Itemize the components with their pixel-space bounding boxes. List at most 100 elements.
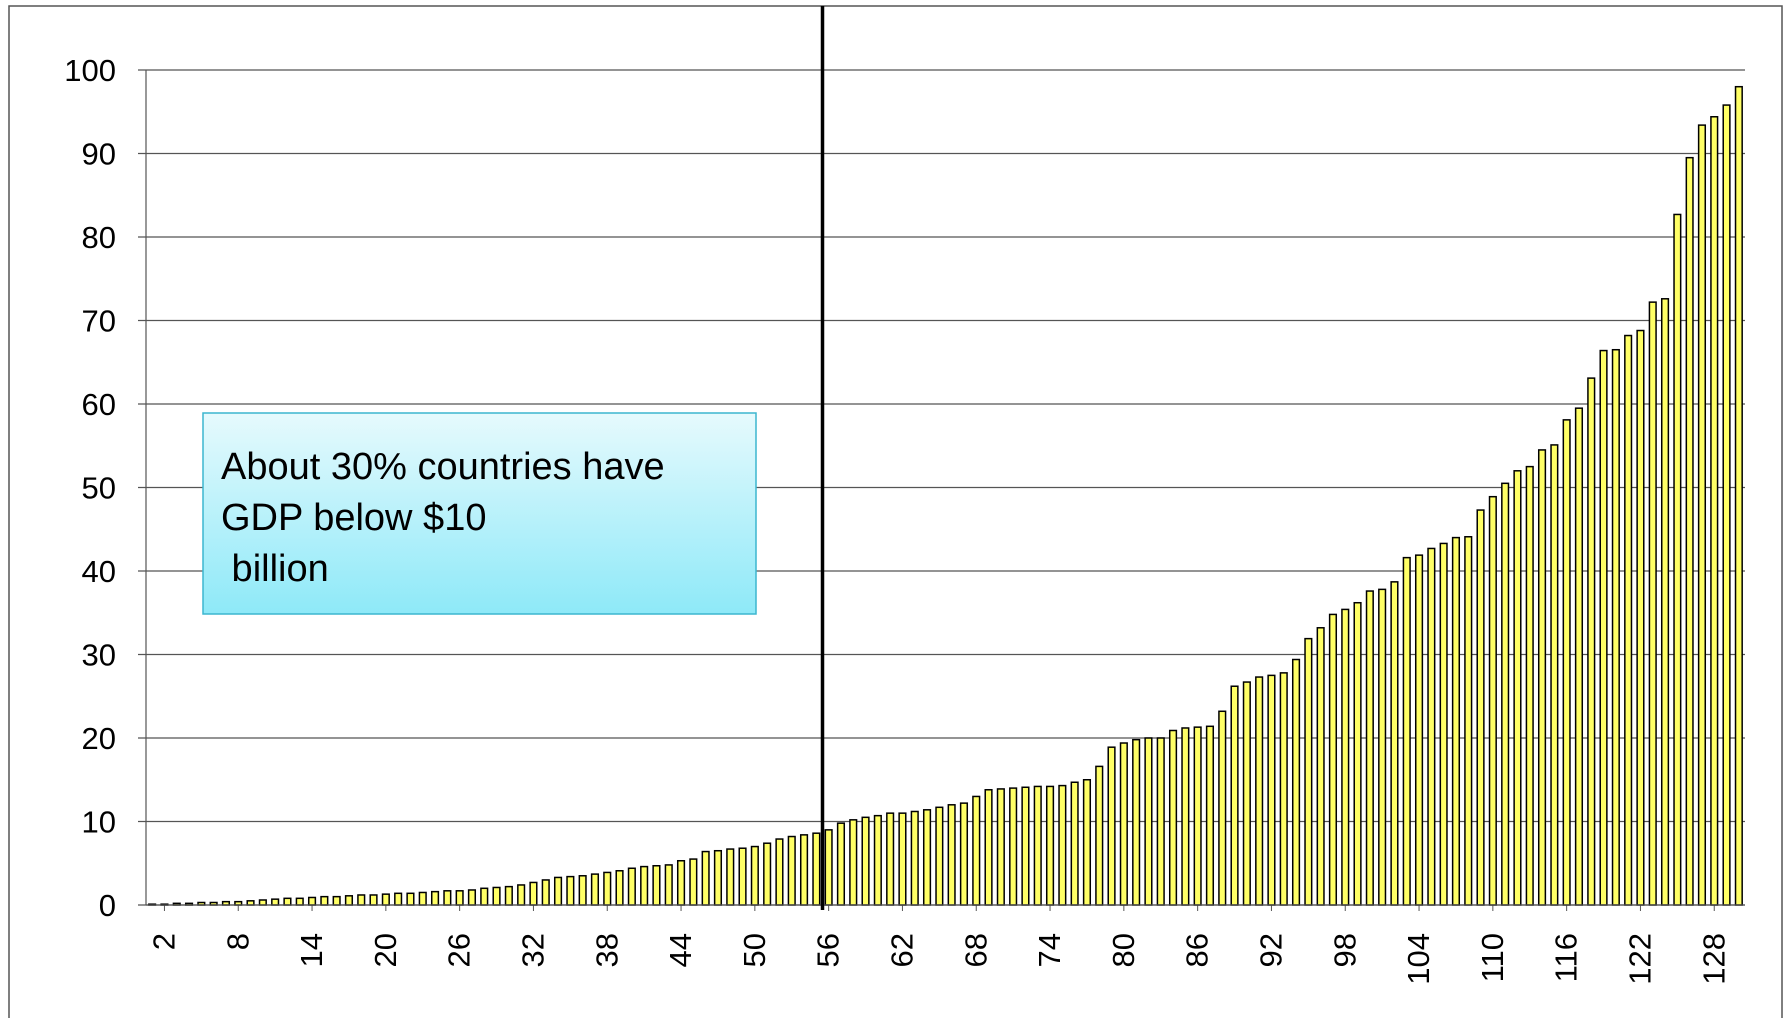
bar — [1697, 124, 1707, 906]
bar — [430, 890, 440, 906]
bar — [307, 896, 317, 906]
bar — [283, 897, 292, 906]
bar — [984, 789, 993, 906]
bar — [443, 890, 452, 906]
bar — [1132, 738, 1141, 906]
bar — [1242, 681, 1251, 906]
bar — [1673, 213, 1682, 906]
bar — [357, 894, 366, 906]
bar — [898, 812, 907, 906]
x-tick-label: 80 — [1106, 933, 1141, 967]
bar — [1193, 726, 1202, 906]
bar — [1562, 419, 1571, 906]
y-tick-label: 80 — [82, 220, 116, 255]
bar — [369, 894, 378, 906]
bar — [689, 858, 698, 906]
bar — [713, 849, 723, 906]
x-tick-label: 68 — [958, 933, 993, 967]
y-tick-label: 0 — [99, 888, 116, 923]
bar — [1513, 470, 1522, 906]
bar — [1378, 588, 1387, 906]
x-tick-label: 110 — [1475, 933, 1510, 982]
bar — [1574, 407, 1584, 906]
x-tick-label: 26 — [442, 933, 477, 967]
bar — [861, 816, 870, 906]
bar — [1070, 781, 1079, 906]
bar — [1156, 737, 1165, 906]
bar — [1624, 334, 1633, 906]
bar — [1710, 116, 1719, 906]
y-tick-label: 10 — [82, 805, 116, 840]
bar — [1636, 329, 1645, 906]
x-tick-label: 62 — [884, 933, 919, 967]
annotation-text: GDP below $10 — [221, 497, 486, 539]
bar — [627, 867, 636, 906]
bar — [1427, 547, 1436, 906]
y-tick-label: 40 — [82, 554, 116, 589]
x-tick-label: 104 — [1401, 933, 1436, 985]
bar — [332, 895, 341, 906]
annotation-text: billion — [221, 548, 329, 590]
y-tick-label: 20 — [82, 721, 116, 756]
bar — [467, 889, 477, 906]
bar — [492, 886, 501, 906]
bar — [320, 895, 329, 906]
bar — [763, 842, 772, 906]
y-tick-label: 60 — [82, 387, 116, 422]
bar — [972, 795, 981, 906]
bar — [590, 873, 600, 906]
bar — [1476, 509, 1485, 906]
bar — [750, 845, 759, 906]
bar — [455, 890, 464, 906]
bar — [1279, 672, 1288, 906]
bar — [1451, 536, 1461, 906]
x-tick-label: 116 — [1549, 933, 1584, 982]
x-tick-label: 50 — [737, 933, 772, 967]
bar — [578, 875, 587, 906]
x-tick-label: 2 — [146, 933, 181, 950]
x-tick-label: 98 — [1327, 933, 1362, 967]
bar — [553, 876, 563, 906]
bar — [394, 892, 403, 906]
bar — [603, 871, 612, 906]
x-tick-label: 86 — [1180, 933, 1215, 967]
bar — [504, 885, 513, 906]
bar — [935, 806, 944, 906]
bar — [1144, 737, 1153, 906]
bar — [873, 814, 882, 906]
y-tick-label: 90 — [82, 137, 116, 172]
bar — [1082, 779, 1092, 906]
bar — [381, 893, 390, 906]
bar — [1045, 785, 1055, 906]
bar — [1255, 676, 1264, 906]
bar — [1587, 377, 1596, 906]
bar — [418, 891, 427, 906]
bar — [922, 809, 932, 906]
bar — [1009, 787, 1018, 906]
y-tick-label: 100 — [64, 53, 116, 88]
bar — [1611, 348, 1620, 906]
bar — [959, 802, 969, 906]
bar — [1316, 627, 1325, 906]
bar — [1365, 590, 1374, 906]
bar — [1107, 746, 1116, 906]
bar — [1599, 349, 1608, 906]
bar — [271, 898, 280, 906]
bar — [1304, 637, 1313, 906]
bar — [1660, 298, 1670, 906]
bar — [1648, 301, 1657, 906]
annotation-text: About 30% countries have — [221, 446, 665, 488]
bar — [947, 804, 956, 906]
bar — [824, 829, 833, 906]
bar — [812, 832, 821, 906]
bar — [1537, 449, 1547, 906]
bar — [480, 887, 489, 906]
bar — [1550, 444, 1559, 906]
x-tick-label: 122 — [1622, 933, 1657, 985]
bar — [1341, 608, 1350, 906]
bar — [664, 864, 673, 906]
bar — [1095, 765, 1104, 906]
frame — [8, 5, 1783, 1018]
bar — [344, 895, 354, 906]
bar — [787, 835, 796, 906]
